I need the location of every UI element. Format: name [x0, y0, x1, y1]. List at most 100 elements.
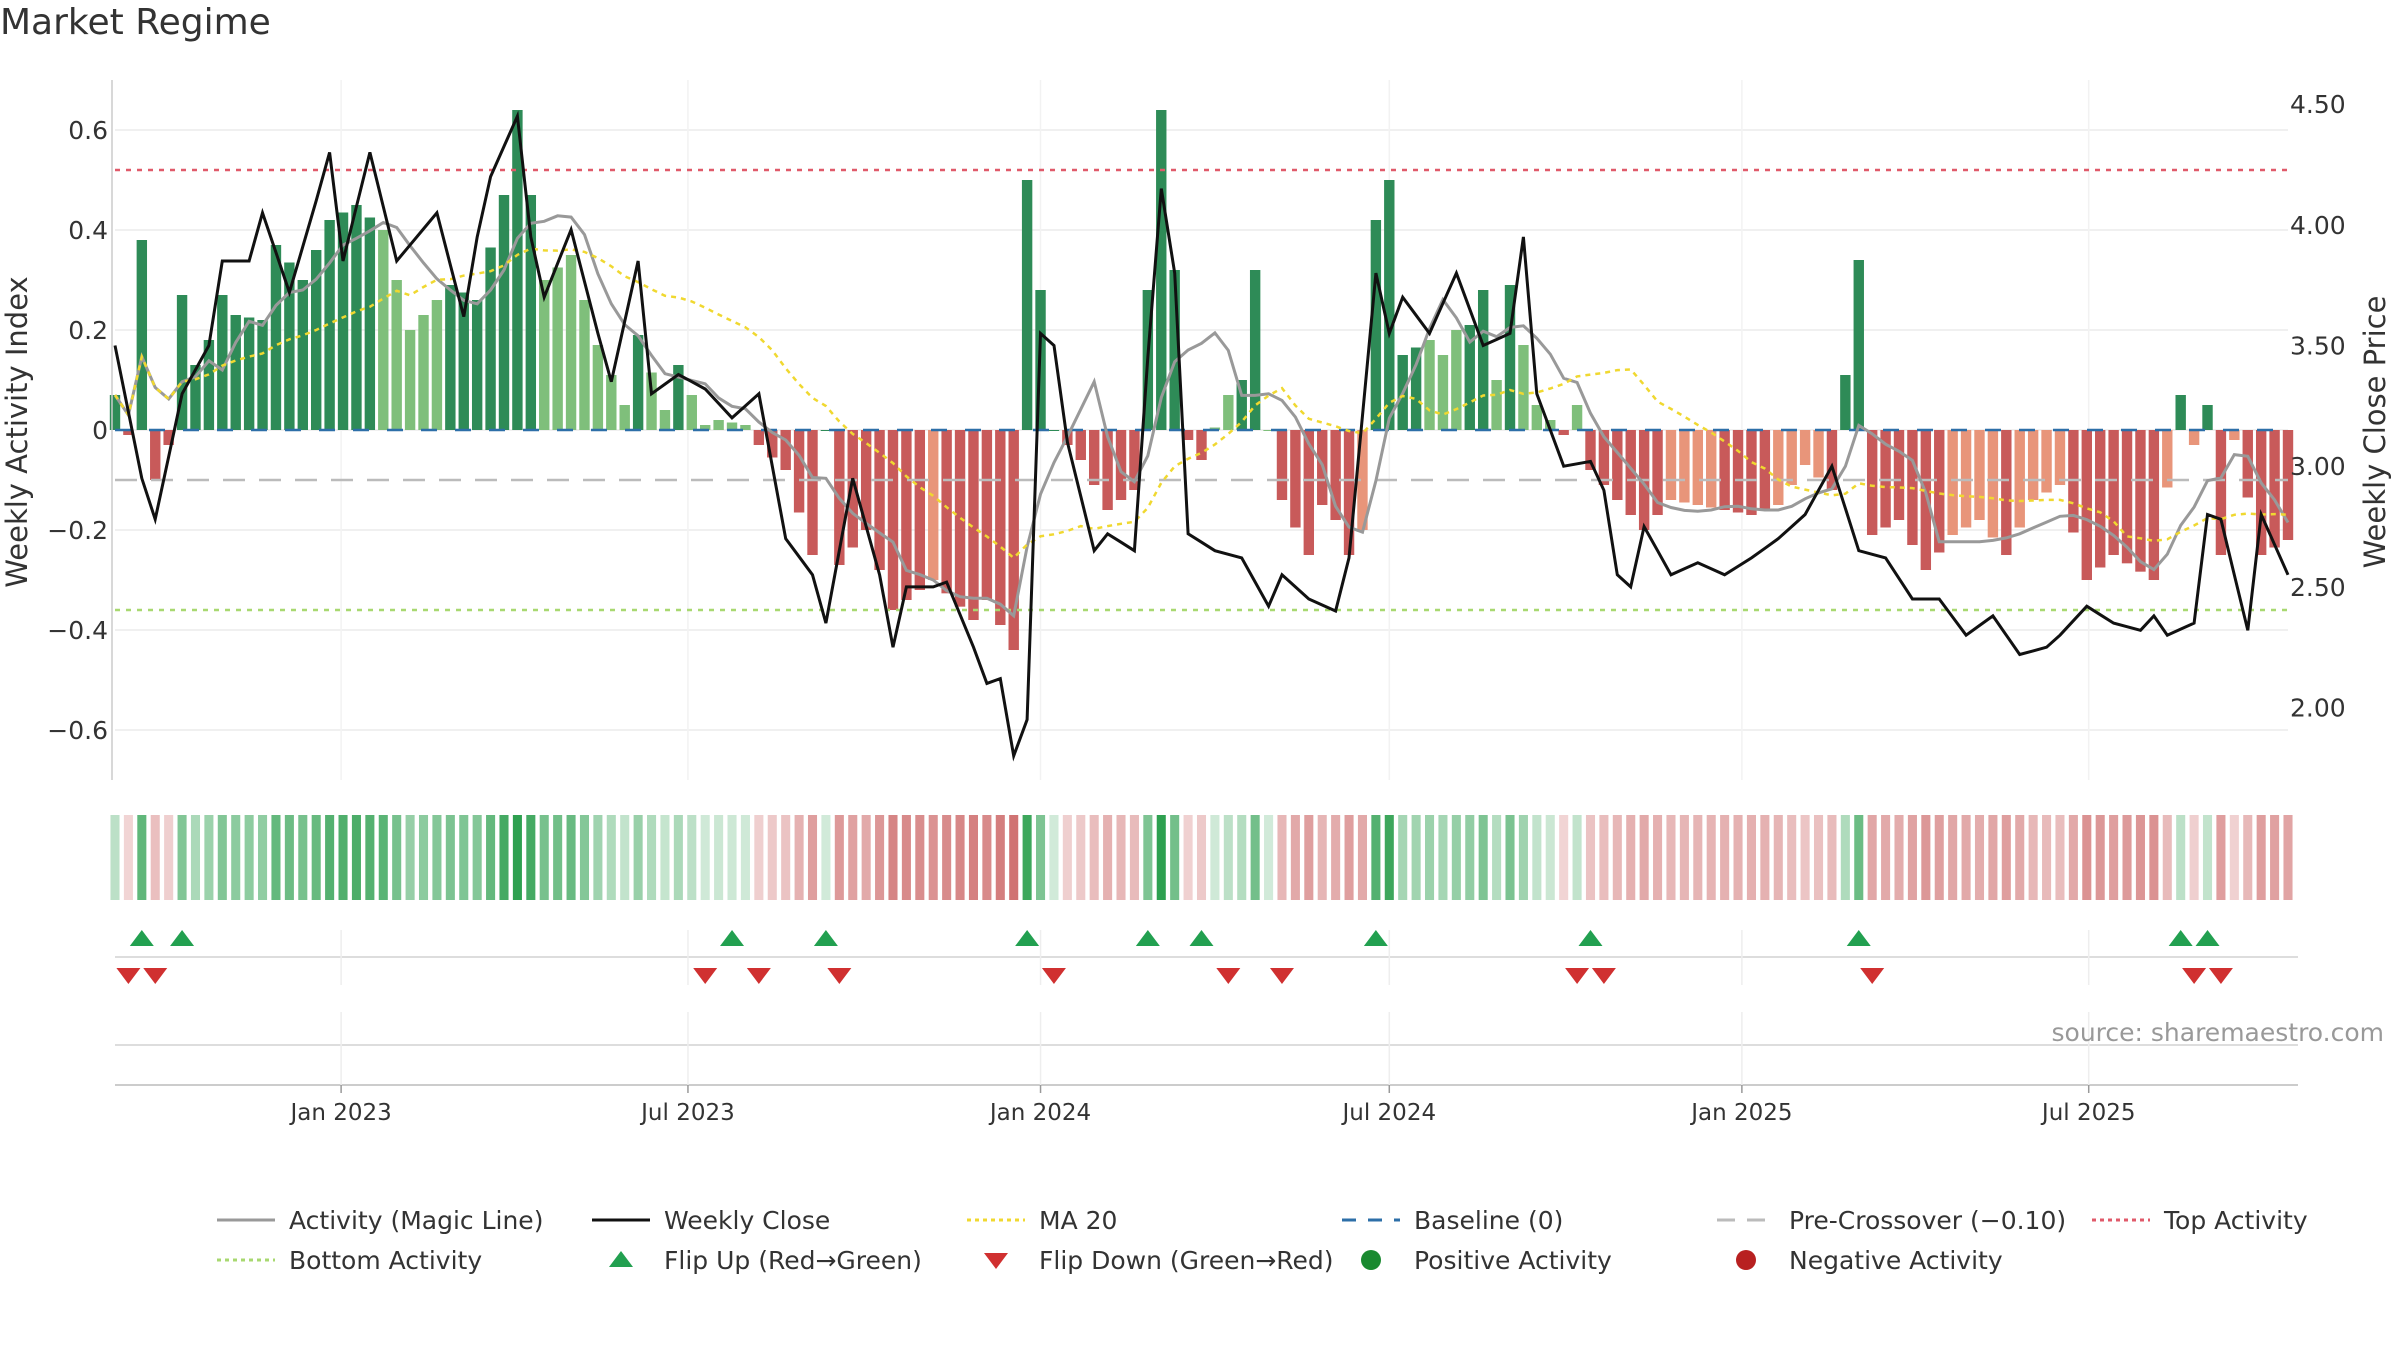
y-tick-label: 0 [92, 416, 108, 445]
activity-bar [1370, 220, 1382, 430]
flip-up-marker [1363, 930, 1388, 946]
regime-cell [2216, 815, 2226, 900]
regime-cell [1720, 815, 1730, 900]
triangle-up-icon [609, 1251, 633, 1267]
activity-bar [552, 267, 563, 430]
regime-cell [1331, 815, 1341, 900]
flip-up-marker [1846, 930, 1871, 946]
activity-bar [1813, 430, 1824, 478]
activity-bar [297, 280, 308, 430]
activity-bar [1987, 430, 1999, 538]
activity-bar [431, 300, 443, 430]
x-axis: Jan 2023 Jul 2023 Jan 2024 Jul 2024 Jan 2025… [115, 1012, 2298, 1126]
regime-cell [365, 815, 375, 900]
regime-cell [2149, 815, 2159, 900]
activity-bar [753, 430, 765, 445]
legend-item-ma20: MA 20 [965, 1205, 1340, 1235]
regime-cell [1934, 815, 1944, 900]
flip-down-marker [1591, 968, 1616, 984]
regime-cell [647, 815, 657, 900]
activity-bar [1893, 430, 1905, 520]
regime-cell [2028, 815, 2038, 900]
flip-down-marker [1269, 968, 1294, 984]
activity-bar [378, 230, 389, 430]
regime-cell [1465, 815, 1475, 900]
activity-bar [2242, 430, 2253, 498]
activity-bar [713, 420, 724, 430]
legend-label: Positive Activity [1414, 1245, 1612, 1275]
legend-label: Baseline (0) [1414, 1205, 1564, 1235]
activity-bar [2202, 405, 2213, 430]
activity-bar [1840, 375, 1851, 430]
regime-cell [1666, 815, 1676, 900]
regime-cell [231, 815, 241, 900]
activity-bar [539, 280, 550, 430]
activity-bar [632, 335, 644, 430]
activity-bar [646, 372, 657, 430]
regime-cell [2135, 815, 2145, 900]
activity-bar [1585, 430, 1596, 470]
activity-bar [1290, 430, 1301, 528]
flip-down-marker [1565, 968, 1590, 984]
activity-bar [2081, 430, 2092, 580]
activity-bar [351, 205, 362, 430]
regime-cell [164, 815, 174, 900]
regime-cell [1840, 815, 1850, 900]
regime-cell [1062, 815, 1072, 900]
activity-bar [418, 315, 429, 430]
regime-cell [217, 815, 227, 900]
y-tick-label: 0.6 [68, 116, 108, 145]
activity-bar [498, 195, 510, 430]
regime-cell [1411, 815, 1421, 900]
activity-bar [284, 262, 295, 430]
legend: Activity (Magic Line) Weekly Close MA 20 Ba… [215, 1205, 2365, 1275]
regime-cell [1693, 815, 1703, 900]
regime-cell [1478, 815, 1488, 900]
regime-cell [1639, 815, 1649, 900]
regime-cell [190, 815, 201, 900]
regime-cell [1022, 815, 1032, 900]
activity-bar [565, 255, 577, 430]
dashed-line-icon [1342, 1218, 1400, 1222]
flip-up-marker [129, 930, 154, 946]
activity-bar [1075, 430, 1086, 460]
flip-down-marker [1041, 968, 1066, 984]
activity-bar [767, 430, 778, 458]
activity-bar [847, 430, 858, 548]
regime-cell [1357, 815, 1367, 900]
dotted-line-icon [2092, 1218, 2150, 1222]
regime-cell [1988, 815, 1998, 900]
legend-triangle-up [609, 1251, 633, 1267]
activity-bar [1786, 430, 1797, 485]
activity-bar [726, 422, 738, 430]
regime-cell [754, 815, 764, 900]
regime-cell [1867, 815, 1877, 900]
y-right-tick-label: 2.50 [2290, 573, 2346, 602]
activity-bar [874, 430, 885, 570]
regime-cell [1451, 815, 1461, 900]
regime-cell [660, 815, 670, 900]
activity-bar [163, 430, 174, 445]
regime-cell [1907, 815, 1917, 900]
activity-bar [1746, 430, 1757, 515]
activity-bar [901, 430, 912, 600]
activity-bar [1826, 430, 1838, 490]
regime-cell [553, 815, 563, 900]
activity-bar [659, 410, 671, 430]
activity-bar [2095, 430, 2106, 568]
legend-label: Bottom Activity [289, 1245, 483, 1275]
regime-cell [767, 815, 777, 900]
regime-cell [2042, 815, 2052, 900]
regime-cell [2243, 815, 2253, 900]
y-tick-label: 0.2 [68, 316, 108, 345]
activity-bar [1598, 430, 1610, 485]
activity-bar [1156, 110, 1167, 430]
regime-cell [968, 815, 979, 900]
activity-bar [109, 395, 121, 430]
legend-label: Pre-Crossover (−0.10) [1789, 1205, 2067, 1235]
activity-bar [1625, 430, 1636, 515]
regime-cell [995, 815, 1005, 900]
flip-down-marker [2182, 968, 2207, 984]
regime-cell [2283, 815, 2293, 900]
legend-item-neg: Negative Activity [1715, 1245, 2090, 1275]
